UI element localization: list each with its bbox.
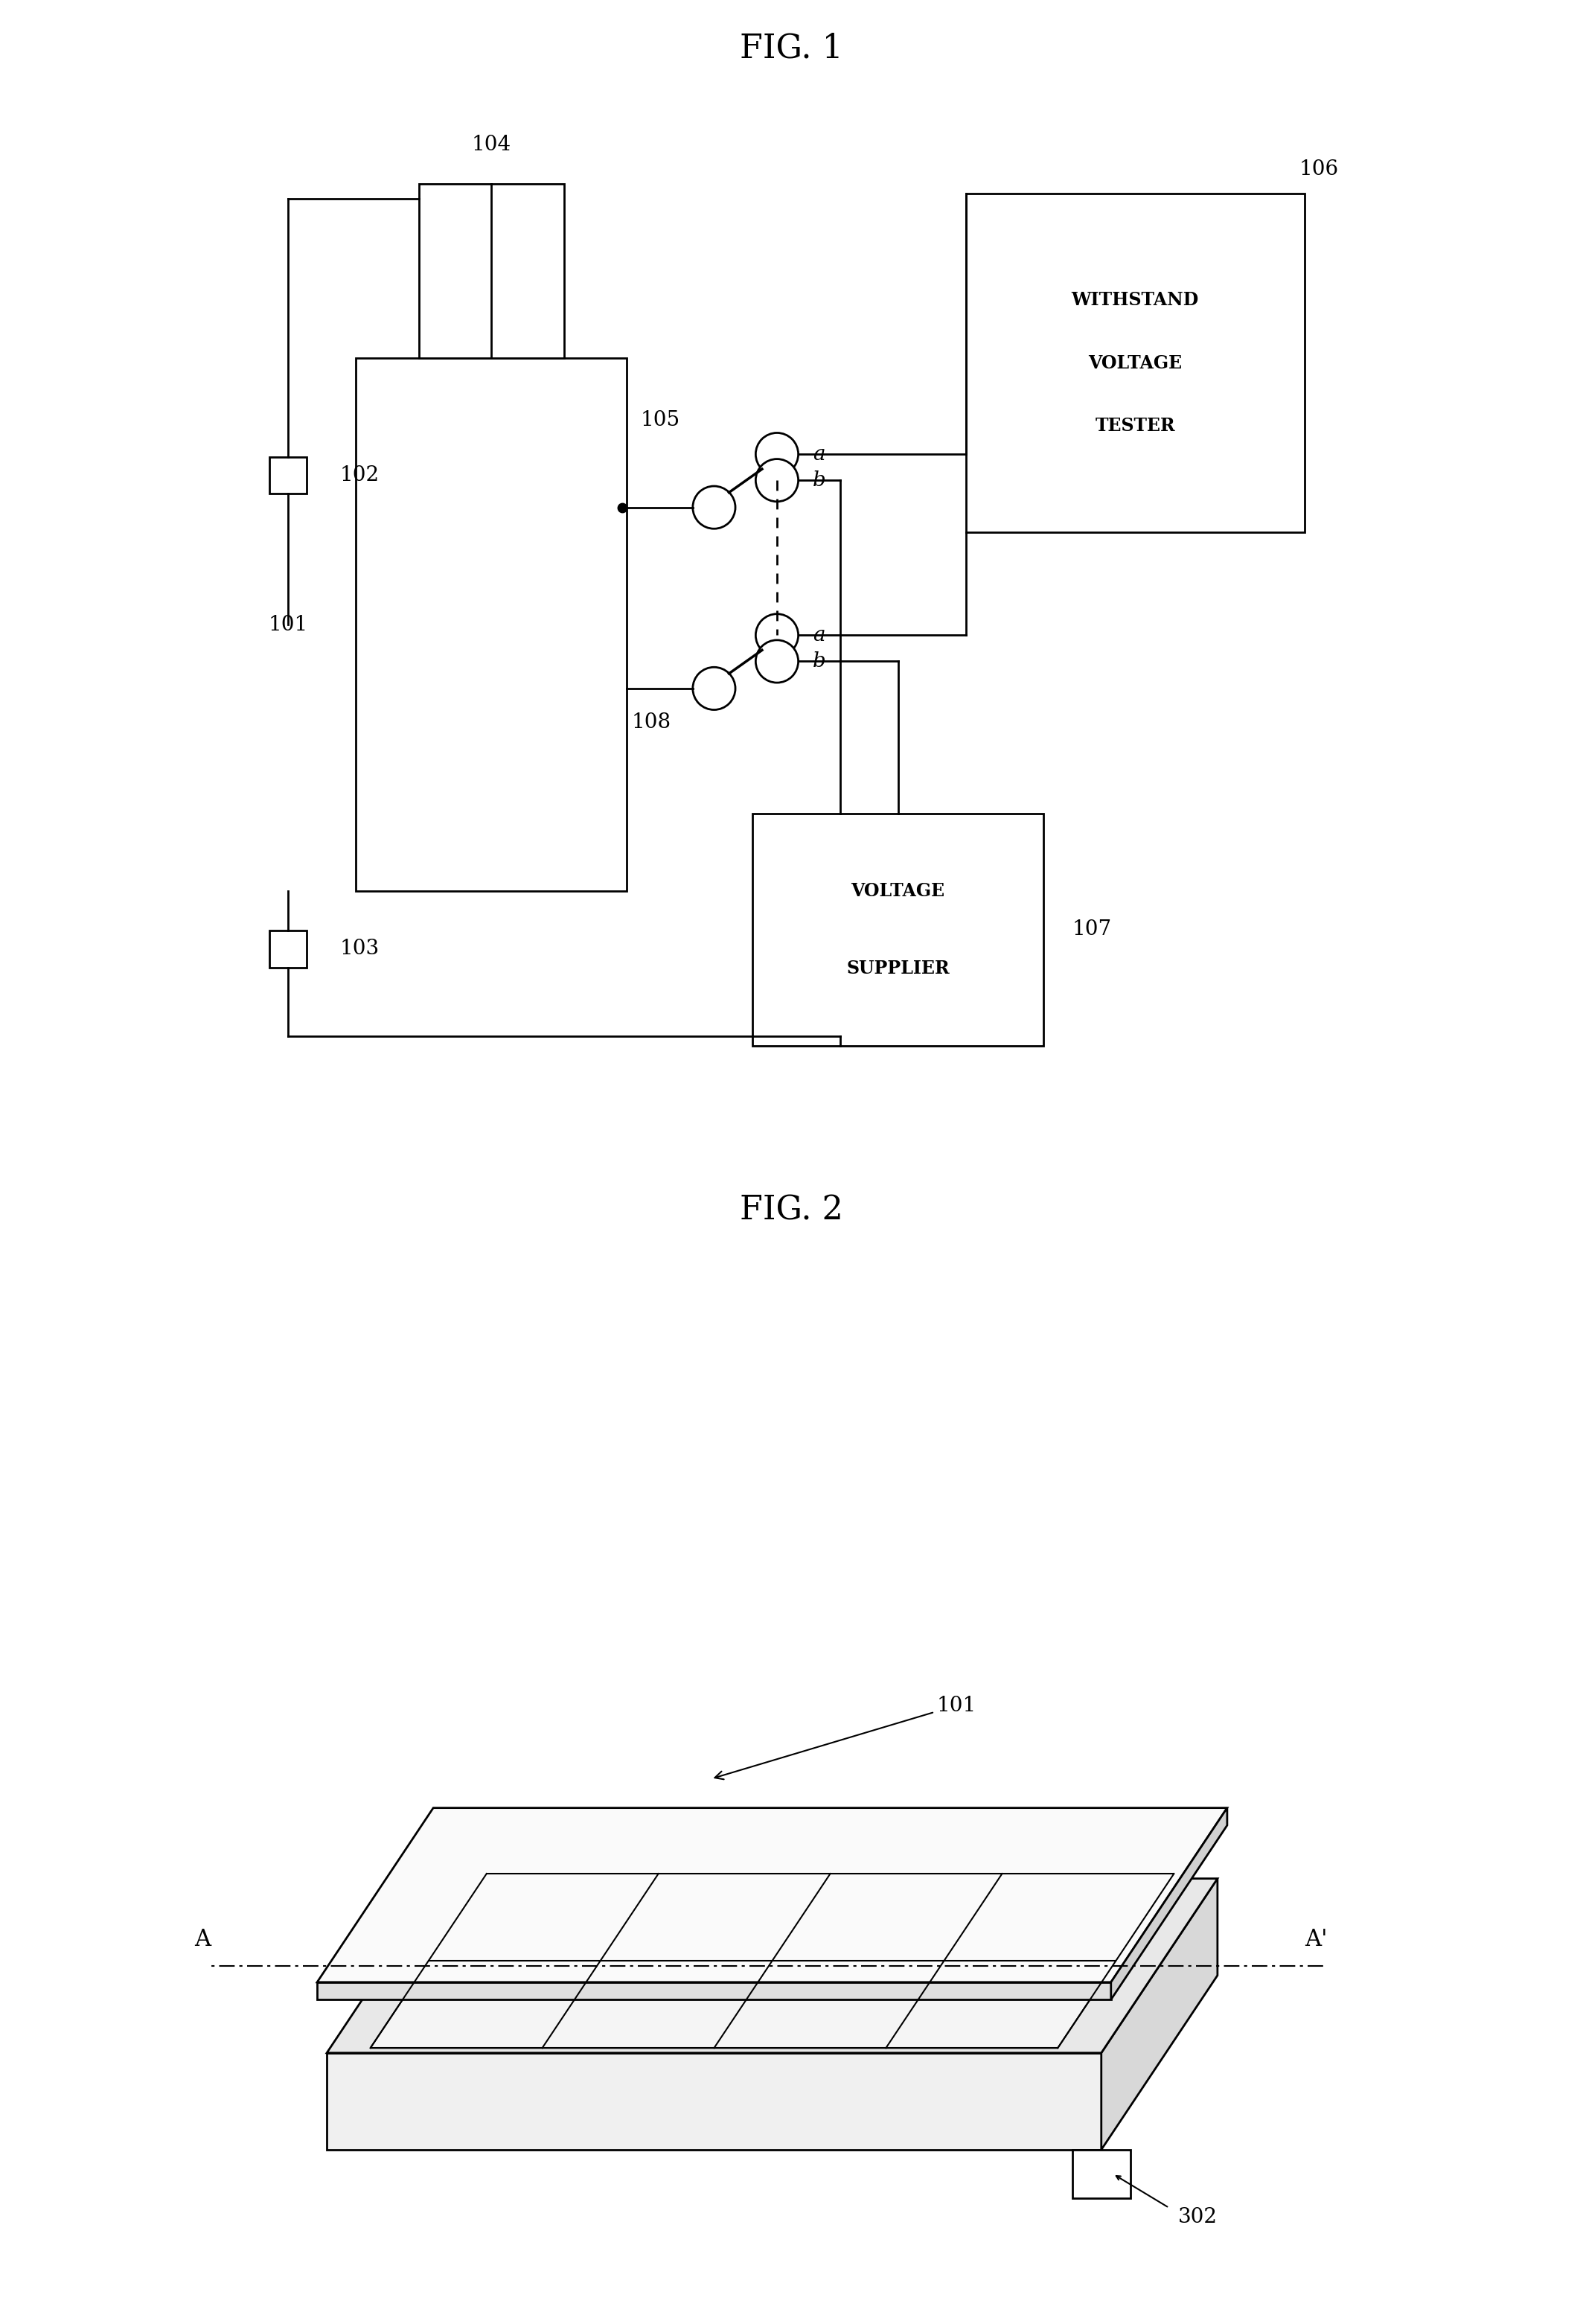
Text: 101: 101: [268, 614, 307, 634]
Polygon shape: [326, 1878, 1217, 2052]
Text: 108: 108: [632, 713, 671, 732]
Text: VOLTAGE: VOLTAGE: [852, 881, 945, 899]
Polygon shape: [1111, 1808, 1227, 1999]
Circle shape: [755, 614, 798, 658]
Circle shape: [755, 460, 798, 502]
Text: a: a: [812, 625, 825, 646]
Polygon shape: [317, 1982, 1111, 1999]
Text: 106: 106: [1300, 160, 1339, 179]
Text: 101: 101: [716, 1697, 977, 1780]
Text: FIG. 1: FIG. 1: [739, 33, 844, 65]
Text: 107: 107: [1072, 920, 1111, 939]
Text: b: b: [812, 469, 826, 490]
Text: FIG. 2: FIG. 2: [739, 1195, 844, 1227]
Text: A': A': [1304, 1929, 1327, 1952]
Circle shape: [755, 639, 798, 683]
Bar: [356, 358, 627, 890]
Text: WITHSTAND: WITHSTAND: [1072, 290, 1198, 309]
Text: b: b: [812, 651, 826, 672]
Bar: [966, 193, 1304, 532]
Bar: [419, 184, 564, 358]
Text: 104: 104: [472, 135, 511, 156]
Polygon shape: [1102, 1878, 1217, 2150]
Text: SUPPLIER: SUPPLIER: [847, 960, 950, 978]
Circle shape: [693, 486, 736, 530]
Polygon shape: [317, 1808, 1227, 1982]
Bar: [269, 930, 307, 967]
Bar: [1072, 2150, 1130, 2199]
Text: A: A: [195, 1929, 211, 1952]
Text: 302: 302: [1178, 2208, 1217, 2226]
Bar: [754, 813, 1043, 1046]
Text: 105: 105: [641, 411, 681, 430]
Text: a: a: [812, 444, 825, 465]
Polygon shape: [326, 2052, 1102, 2150]
Text: TESTER: TESTER: [1095, 416, 1175, 435]
Polygon shape: [370, 1873, 1175, 2047]
Circle shape: [755, 432, 798, 476]
Bar: [269, 458, 307, 495]
Text: VOLTAGE: VOLTAGE: [1088, 353, 1183, 372]
Text: 103: 103: [340, 939, 380, 960]
Circle shape: [693, 667, 736, 709]
Text: 102: 102: [340, 465, 380, 486]
